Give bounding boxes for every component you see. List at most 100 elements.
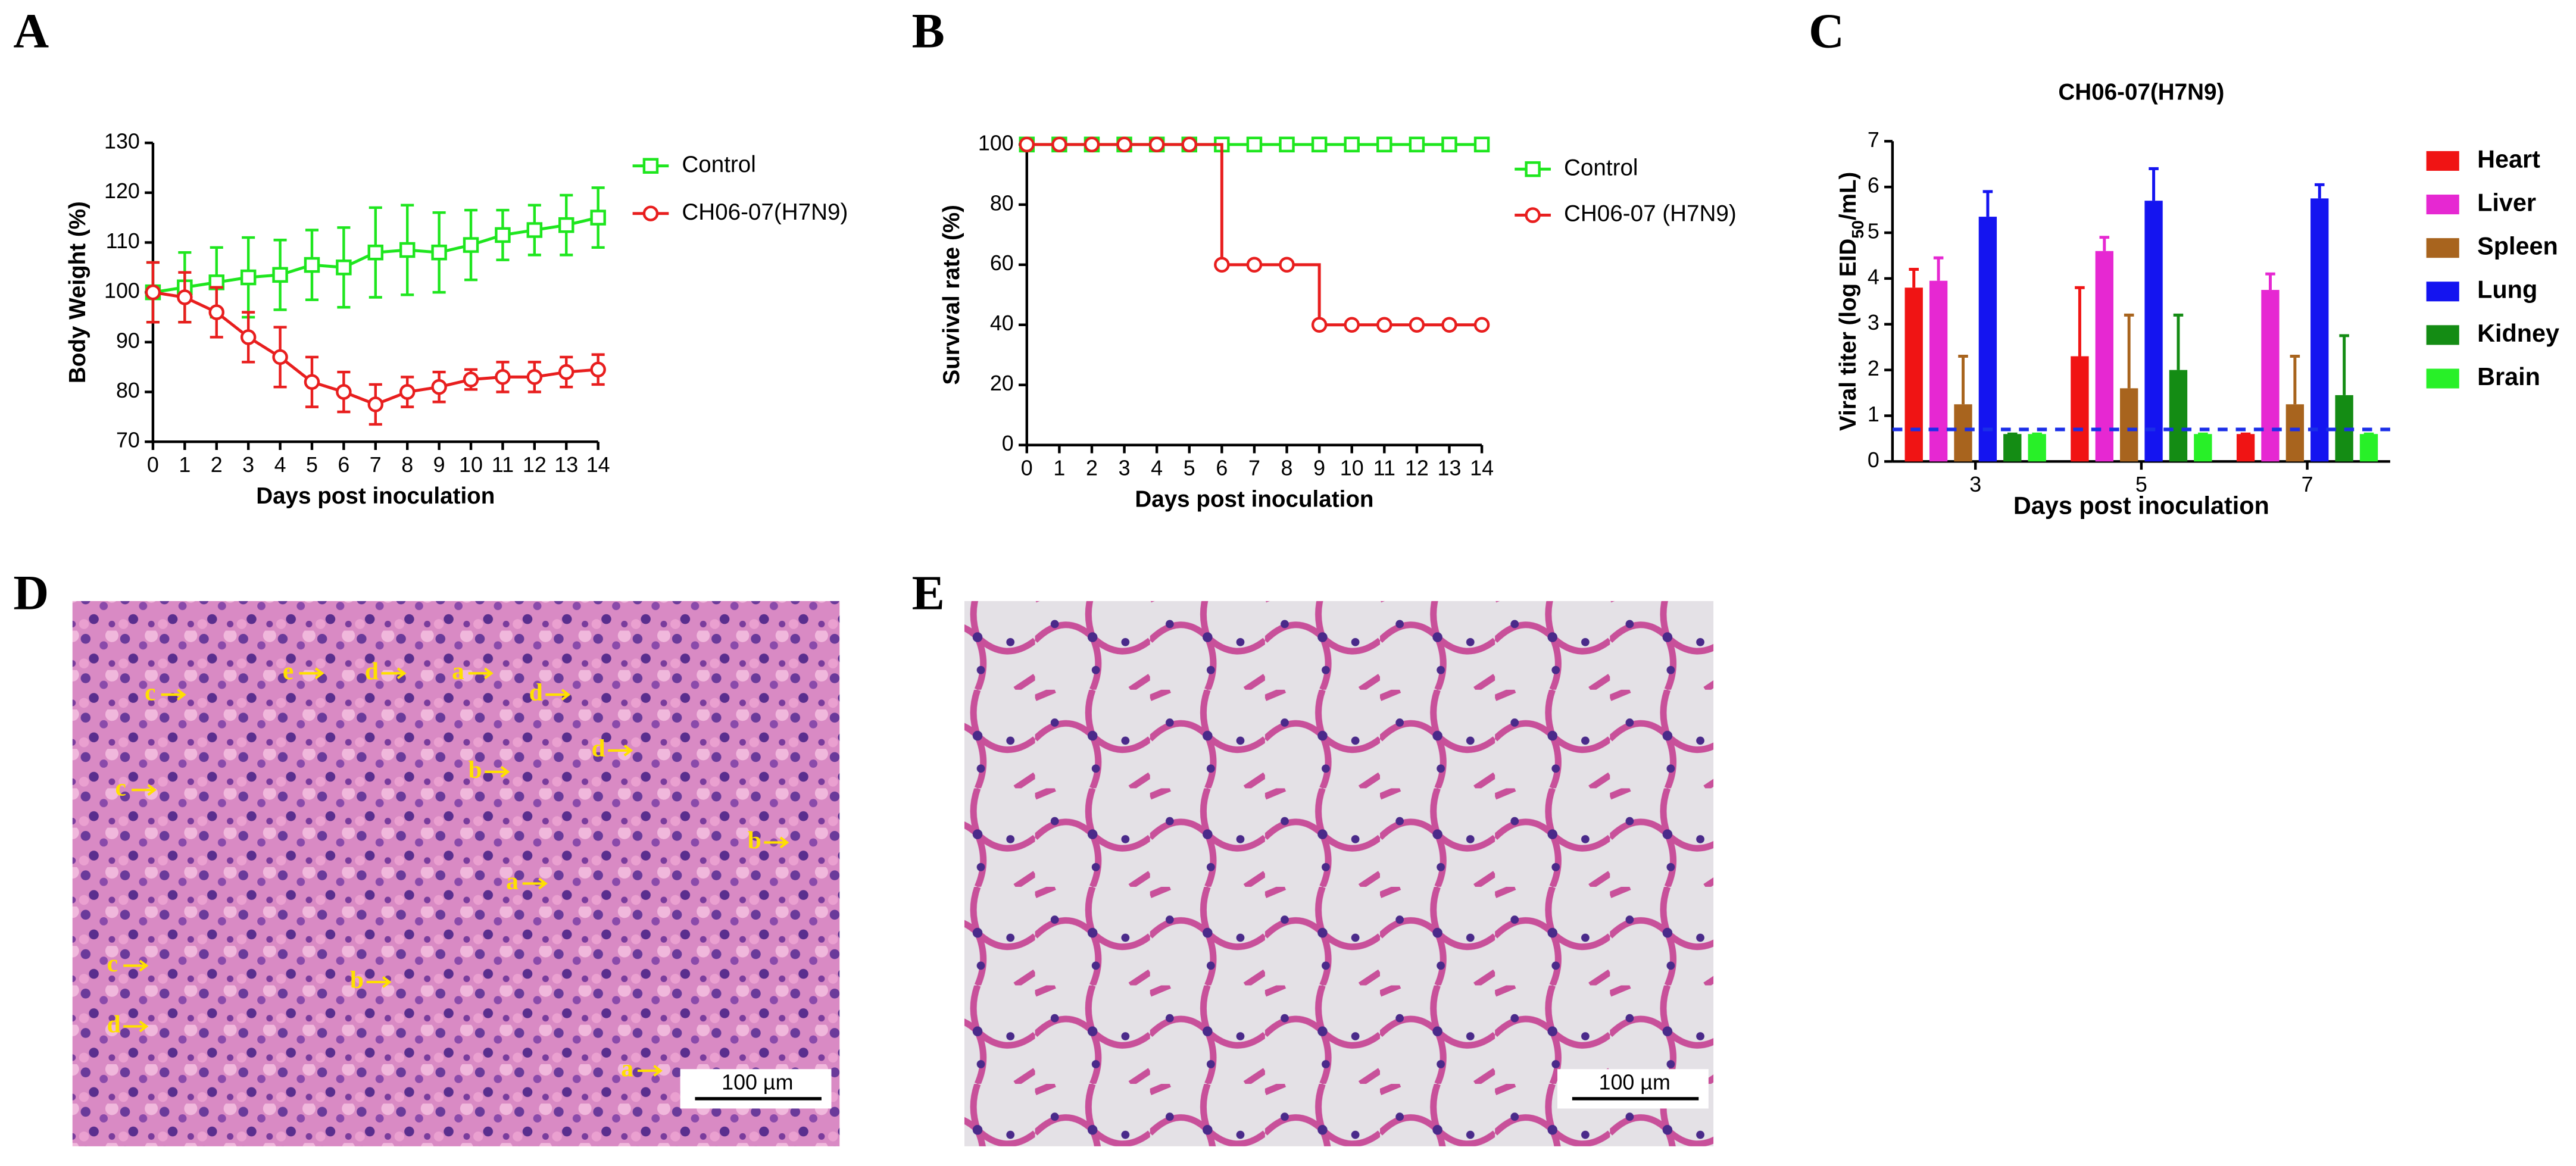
marker [495,227,511,243]
x-tick-label: 3 [1969,473,1981,496]
annotation: e [283,657,293,684]
annotation: d [365,657,379,684]
x-tick-label: 8 [1281,457,1293,480]
bar [2028,434,2046,462]
annotation-arrow [468,667,494,680]
y-tick-label: 100 [104,279,140,303]
x-axis-label: Days post inoculation [1135,487,1373,512]
bar [1904,287,1923,462]
marker [1441,136,1457,153]
y-tick-label: 80 [116,379,140,402]
marker [1525,207,1541,223]
x-axis-label: Days post inoculation [256,483,495,509]
marker [1116,136,1132,153]
marker [1279,136,1295,153]
marker [590,210,606,226]
marker [1409,317,1425,333]
error-bar [2149,167,2159,201]
y-tick-label: 80 [990,191,1014,215]
marker [590,361,606,378]
y-tick-label: 7 [1868,128,1879,152]
marker [1019,136,1035,153]
error-bar [1909,268,1919,288]
marker [240,329,257,345]
marker [304,374,320,390]
annotation: b [469,755,482,783]
marker [336,260,352,276]
annotation: c [145,679,155,706]
legend-swatch [2426,368,2459,389]
marker [208,304,224,320]
marker [431,244,447,261]
marker [642,205,659,221]
annotation: a [452,657,464,684]
y-tick-label: 5 [1868,219,1879,243]
bar [2169,370,2188,462]
annotation-arrow [366,976,392,988]
legend-label: Liver [2477,189,2536,216]
marker [272,349,288,365]
annotation: a [506,867,519,895]
marker [1051,136,1067,153]
y-tick-label: 2 [1868,357,1879,380]
x-tick-label: 3 [242,453,254,477]
annotation: d [107,1010,121,1037]
legend-label: Control [682,152,755,177]
error-bar [2099,236,2110,251]
marker [526,222,543,238]
marker [1376,317,1392,333]
x-tick-label: 8 [401,453,413,477]
legend-swatch [2426,194,2459,215]
y-axis-label: Survival rate (%) [939,205,964,385]
annotation: c [107,949,118,977]
annotation-arrow [123,1020,149,1033]
x-tick-label: 7 [370,453,382,477]
micrograph [964,601,1714,1146]
error-bar [2314,183,2325,199]
marker [463,371,479,387]
legend-label: Spleen [2477,233,2558,260]
x-tick-label: 0 [147,453,159,477]
marker [526,369,543,385]
x-tick-label: 4 [1151,457,1163,480]
x-axis-label: Days post inoculation [2013,492,2269,520]
bar [2359,434,2378,462]
x-tick-label: 7 [1248,457,1260,480]
marker [1181,136,1197,153]
marker [558,217,574,233]
x-tick-label: 5 [1184,457,1195,480]
marker [399,384,416,400]
y-axis-label: Viral titer (log EID50/mL) [1835,172,1867,431]
annotation-arrow [161,689,186,701]
y-tick-label: 20 [990,371,1014,395]
marker [367,396,384,412]
marker [399,242,416,258]
marker [1214,257,1230,273]
marker [495,369,511,385]
chart-title: CH06-07(H7N9) [2058,79,2224,105]
x-tick-label: 6 [338,453,349,477]
marker [642,158,659,174]
marker [272,267,288,283]
marker [1311,317,1328,333]
x-tick-label: 6 [1216,457,1228,480]
legend-label: CH06-07(H7N9) [682,199,848,225]
panel-label: C [1809,4,1844,58]
error-bar [2124,313,2134,389]
x-tick-label: 1 [179,453,191,477]
panel-label: B [912,4,945,58]
x-tick-label: 7 [2302,473,2313,496]
y-tick-label: 0 [1868,448,1879,472]
marker [1525,161,1541,177]
marker [1409,136,1425,153]
marker [558,364,574,380]
error-bar [2173,313,2184,370]
x-tick-label: 11 [492,453,514,477]
annotation: c [115,774,126,801]
bar [2310,198,2329,462]
x-tick-label: 1 [1053,457,1065,480]
annotation: d [592,734,605,761]
y-tick-label: 130 [104,130,140,154]
annotation-arrow [123,959,149,972]
